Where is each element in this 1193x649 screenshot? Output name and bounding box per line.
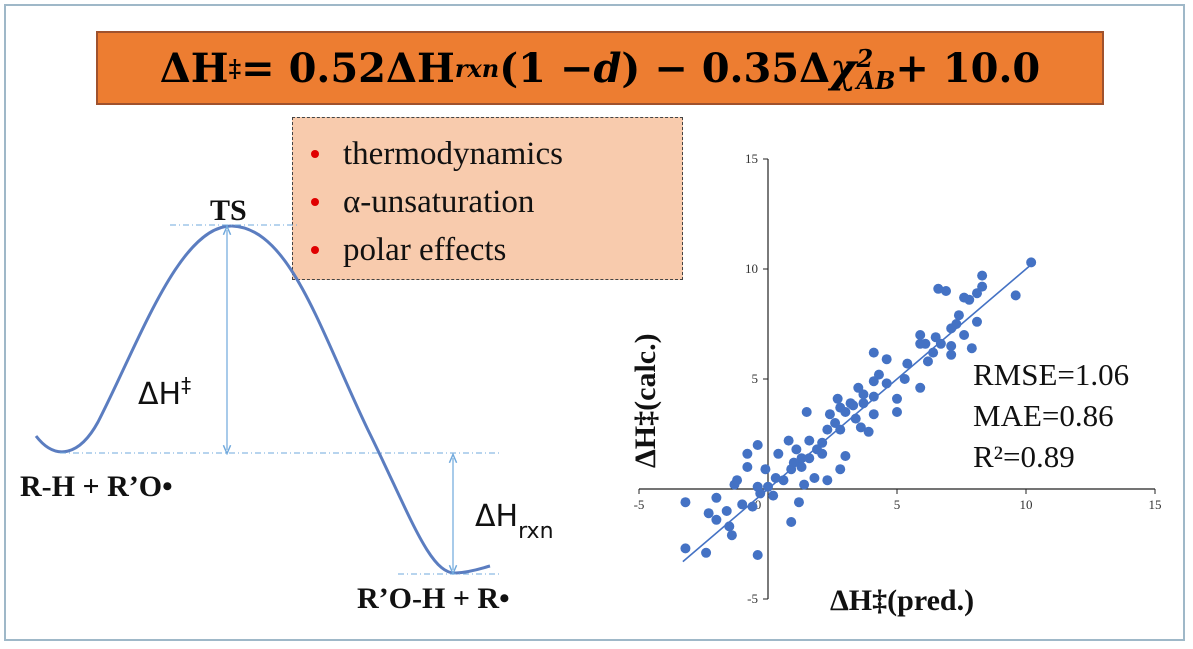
equation-var-chi: χ xyxy=(830,44,857,92)
equation-sub-rxn: rxn xyxy=(454,53,500,83)
bullet-icon xyxy=(311,150,319,158)
equation-banner: ΔH ‡ = 0.52ΔH rxn (1 − d) − 0.35Δ χ 2 AB + 10.… xyxy=(96,31,1104,105)
equation-lhs: ΔH xyxy=(159,44,229,92)
equation-var-d: d xyxy=(593,44,622,92)
equation-part3: ) − 0.35Δ xyxy=(621,44,831,92)
factor-item: α-unsaturation xyxy=(305,178,682,226)
equation-sup-2: 2 xyxy=(856,44,874,73)
equation-lhs-sup: ‡ xyxy=(228,53,242,83)
equation-part2: (1 − xyxy=(499,44,594,92)
equation-part1: = 0.52ΔH xyxy=(241,44,455,92)
factor-item: polar effects xyxy=(305,226,682,274)
factor-box: thermodynamics α-unsaturation polar effe… xyxy=(292,117,683,280)
equation-sub-ab: AB xyxy=(856,66,896,95)
factor-label: polar effects xyxy=(343,231,507,268)
equation-part4: + 10.0 xyxy=(895,44,1041,92)
bullet-icon xyxy=(311,246,319,254)
factor-label: thermodynamics xyxy=(343,135,563,172)
figure-frame xyxy=(4,4,1185,641)
factor-item: thermodynamics xyxy=(305,130,682,178)
bullet-icon xyxy=(311,198,319,206)
factor-label: α-unsaturation xyxy=(343,183,535,220)
